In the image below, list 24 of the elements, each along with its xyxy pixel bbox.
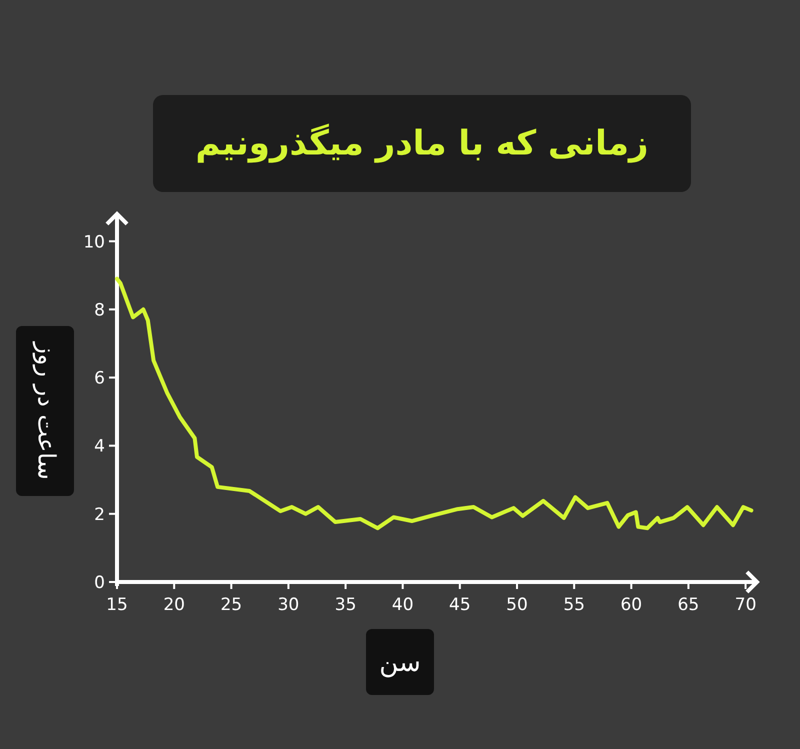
y-tick-label: 6 xyxy=(94,368,105,389)
y-axis-title: ساعت در روز xyxy=(32,341,60,480)
title: زمانی که با مادر میگذرونیم xyxy=(153,95,691,192)
x-tick-label: 15 xyxy=(106,595,128,615)
x-tick-label: 60 xyxy=(620,595,642,615)
x-tick-label: 35 xyxy=(334,595,356,615)
chart-title: زمانی که با مادر میگذرونیم xyxy=(195,123,649,164)
x-tick-label: 45 xyxy=(449,595,471,615)
x-tick-label: 65 xyxy=(678,595,700,615)
x-tick-label: 40 xyxy=(392,595,414,615)
x-tick-label: 20 xyxy=(163,595,185,615)
x-tick-label: 50 xyxy=(506,595,528,615)
y-tick-label: 2 xyxy=(94,504,105,525)
ylabel: ساعت در روز xyxy=(16,326,74,496)
y-tick-label: 0 xyxy=(94,573,105,593)
x-axis-title: سن xyxy=(379,648,421,678)
x-tick-label: 55 xyxy=(563,595,585,615)
y-tick-label: 4 xyxy=(94,436,105,457)
y-tick-label: 10 xyxy=(83,232,105,252)
x-tick-label: 70 xyxy=(734,595,756,615)
xlabel: سن xyxy=(366,629,434,695)
x-tick-label: 30 xyxy=(278,595,300,615)
x-tick-label: 25 xyxy=(220,595,242,615)
y-tick-label: 8 xyxy=(94,300,105,320)
